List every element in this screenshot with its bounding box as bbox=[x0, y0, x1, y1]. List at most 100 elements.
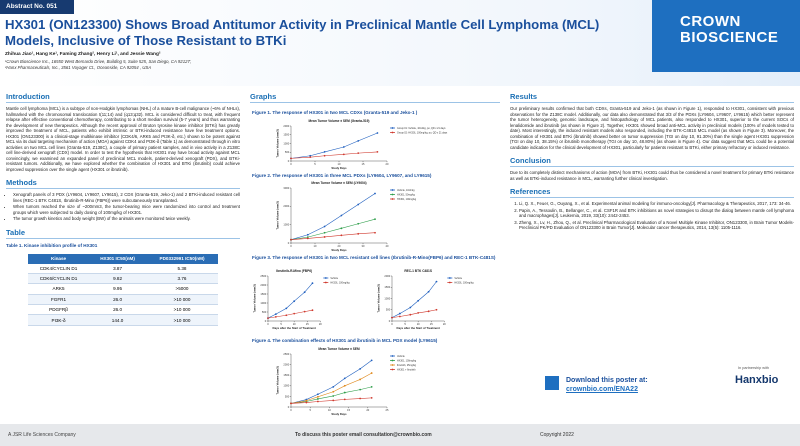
table-cell: 3.87 bbox=[89, 263, 147, 274]
table-cell: 9.95 bbox=[89, 283, 147, 295]
legend-label: Vehicle bbox=[397, 355, 405, 358]
x-tick-label: 5 bbox=[314, 162, 316, 166]
table-cell: PI3K-δ bbox=[28, 314, 90, 326]
y-axis-label: Tumor Volume (mm3) bbox=[377, 284, 381, 312]
data-point bbox=[340, 227, 343, 230]
data-point bbox=[359, 397, 362, 400]
paragraph: Mantle cell lymphoma (MCL) is a subtype … bbox=[6, 106, 240, 172]
data-point bbox=[370, 396, 373, 399]
chart: Mean Tumor Volume ± SEM (LY9604) 0 1000 200… bbox=[276, 181, 417, 252]
data-point bbox=[306, 233, 309, 236]
series-line bbox=[290, 132, 378, 159]
legend-label: Vehicle, 10ml/kg bbox=[397, 189, 415, 192]
legend-marker bbox=[448, 277, 451, 279]
legend-marker bbox=[391, 193, 394, 196]
table-cell: >10 000 bbox=[146, 314, 218, 326]
table-row: PDGFRβ 26.0 >10 000 bbox=[28, 304, 218, 316]
data-point bbox=[293, 312, 296, 315]
column-header: Kinase bbox=[28, 253, 90, 264]
reference: Li, Q. X., Feuer, G., Ouyang, X., et al.… bbox=[519, 201, 794, 207]
data-point bbox=[398, 315, 401, 318]
table-cell: 5.38 bbox=[146, 263, 218, 274]
data-point bbox=[311, 309, 314, 312]
data-point bbox=[267, 317, 269, 320]
y-tick-label: 2000 bbox=[283, 204, 289, 208]
legend-marker bbox=[391, 355, 394, 357]
y-tick-label: 2000 bbox=[283, 124, 289, 128]
data-point bbox=[343, 391, 346, 394]
section-heading: References bbox=[510, 187, 794, 198]
chart-title: Mean Tumor Volume ± SEM (LY9604) bbox=[311, 181, 366, 185]
x-tick-label: 20 bbox=[319, 322, 322, 326]
x-tick-label: 0 bbox=[290, 162, 292, 166]
y-tick-label: 500 bbox=[262, 310, 267, 314]
data-point bbox=[316, 393, 319, 396]
table-cell: 26.0 bbox=[89, 304, 147, 316]
bullet: The tumor growth kinetics and body weigh… bbox=[13, 216, 240, 222]
data-point bbox=[323, 154, 326, 157]
data-point bbox=[343, 398, 346, 401]
data-point bbox=[376, 132, 379, 134]
x-axis-label: Study Days bbox=[331, 412, 347, 416]
data-point bbox=[290, 238, 292, 241]
y-axis-label: Tumor Volume (mm3) bbox=[276, 366, 280, 394]
data-point bbox=[305, 401, 308, 404]
data-point bbox=[374, 192, 376, 195]
x-tick-label: 25 bbox=[386, 408, 389, 412]
y-tick-label: 1000 bbox=[283, 141, 289, 145]
y-tick-label: 0 bbox=[288, 405, 290, 409]
y-tick-label: 1000 bbox=[283, 223, 289, 227]
footer-email: To discuss this poster email consultatio… bbox=[295, 432, 432, 438]
legend-label: HX301, 100mg/kg bbox=[454, 281, 474, 284]
x-tick-label: 10 bbox=[314, 244, 317, 248]
series-line bbox=[290, 151, 378, 159]
series-line bbox=[290, 193, 376, 240]
legend-marker bbox=[391, 131, 394, 134]
y-tick-label: 1500 bbox=[283, 133, 289, 137]
logo-text: BIOSCIENCE bbox=[680, 28, 779, 46]
footer-company: A JSR Life Sciences Company bbox=[8, 432, 76, 438]
download-link[interactable]: crownbio.com/ENA22 bbox=[566, 386, 638, 393]
y-tick-label: 500 bbox=[285, 394, 290, 398]
data-point bbox=[290, 157, 292, 160]
table-cell: >5000 bbox=[146, 283, 218, 295]
figure-caption: Figure 1. The response of HX301 in two M… bbox=[252, 110, 418, 115]
x-tick-label: 0 bbox=[391, 322, 393, 326]
data-point bbox=[435, 308, 438, 311]
x-tick-label: 15 bbox=[430, 322, 433, 326]
data-point bbox=[391, 316, 393, 319]
data-point bbox=[343, 384, 346, 387]
series-line bbox=[290, 218, 376, 240]
x-tick-label: 15 bbox=[306, 322, 309, 326]
series-line bbox=[391, 281, 437, 318]
data-point bbox=[323, 236, 326, 238]
legend-marker bbox=[391, 368, 394, 371]
data-point bbox=[316, 400, 319, 403]
table-row: ARK5 9.95 >5000 bbox=[28, 283, 218, 295]
chart-title: Ibrutinib-R-Mino (FBP6) bbox=[276, 269, 312, 273]
table-cell: CDK4/CYCLIN D1 bbox=[28, 263, 90, 274]
data-point bbox=[357, 232, 360, 235]
y-tick-label: 500 bbox=[386, 308, 391, 312]
data-point bbox=[332, 390, 335, 393]
series-line bbox=[391, 309, 437, 318]
data-point bbox=[342, 153, 345, 156]
legend-label: HX301 + Ibrutinib bbox=[397, 368, 416, 371]
legend-label: HX301, 50mg/kg bbox=[397, 193, 415, 196]
data-point bbox=[293, 300, 296, 303]
x-tick-label: 15 bbox=[347, 408, 350, 412]
paragraph: Our preliminary results confirmed that b… bbox=[510, 106, 794, 150]
data-point bbox=[311, 282, 314, 285]
data-point bbox=[342, 146, 345, 148]
data-point bbox=[332, 395, 335, 397]
chart: Mean Tumor Volume ± SEM (Granta-519) 0 500… bbox=[276, 119, 449, 170]
data-point bbox=[359, 367, 362, 370]
legend-label: HX301, 100mg/kg bbox=[397, 359, 417, 362]
data-point bbox=[370, 385, 373, 388]
data-point bbox=[305, 399, 308, 402]
table-row: CDK6/CYCLIN D1 9.82 3.76 bbox=[28, 273, 218, 285]
y-tick-label: 1500 bbox=[384, 285, 390, 289]
kinase-table: Kinase HX301 IC50(nM) PD0332991 IC50(nM) CD… bbox=[28, 253, 218, 326]
x-tick-label: 20 bbox=[386, 162, 389, 166]
